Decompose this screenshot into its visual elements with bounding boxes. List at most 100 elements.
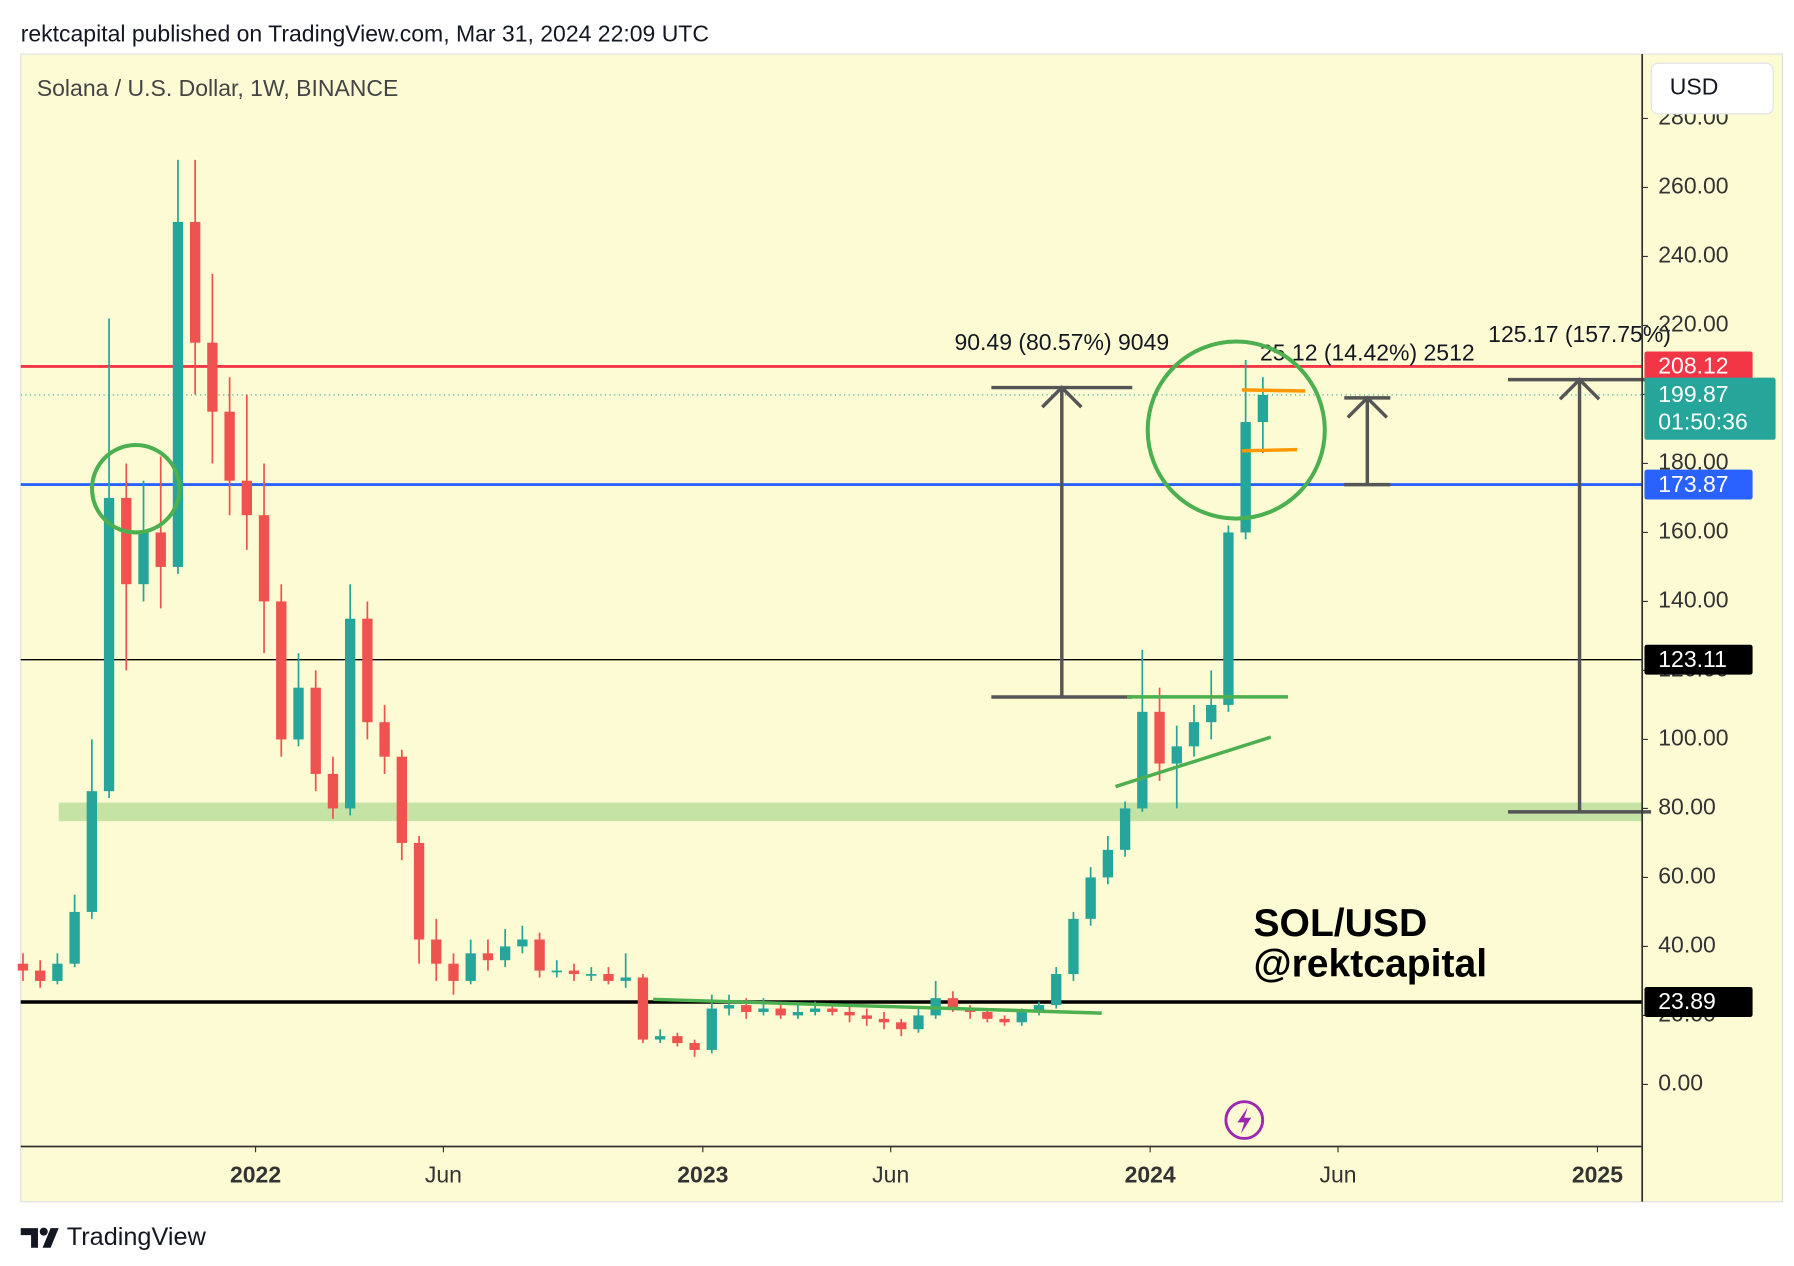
candle-body bbox=[689, 1043, 700, 1050]
measure-arrow bbox=[1558, 377, 1601, 401]
candle-body bbox=[878, 1018, 890, 1023]
candle-body bbox=[551, 970, 562, 973]
candle-body bbox=[603, 974, 614, 981]
candle-body bbox=[379, 722, 390, 757]
candle-body bbox=[499, 946, 511, 961]
candle-body bbox=[723, 1005, 735, 1009]
candle-body bbox=[706, 1008, 717, 1050]
candle-body bbox=[293, 687, 304, 740]
last-price-label: 199.87 bbox=[1658, 381, 1728, 407]
x-tick-label: 2023 bbox=[677, 1161, 728, 1187]
event-icon-bolt bbox=[1237, 1107, 1252, 1134]
candle-body bbox=[224, 411, 235, 481]
measure-label: 125.17 (157.75%) bbox=[1488, 321, 1671, 347]
candle-body bbox=[517, 939, 528, 947]
candle-body bbox=[241, 480, 253, 516]
candle-body bbox=[1033, 1005, 1045, 1012]
range-line bbox=[1241, 447, 1298, 453]
candle-body bbox=[155, 532, 166, 567]
price-label: 123.11 bbox=[1658, 646, 1727, 672]
candle-body bbox=[913, 1015, 924, 1030]
candle-body bbox=[758, 1008, 769, 1012]
x-tick-label: Jun bbox=[872, 1161, 909, 1187]
candle-body bbox=[947, 998, 959, 1009]
candle-body bbox=[327, 773, 339, 809]
candle-body bbox=[344, 618, 356, 809]
y-tick-label: 80.00 bbox=[1658, 794, 1716, 820]
candle-body bbox=[792, 1011, 804, 1016]
price-label: 23.89 bbox=[1658, 988, 1716, 1014]
candle-body bbox=[1102, 849, 1114, 878]
candle-body bbox=[396, 756, 407, 843]
candle-body bbox=[741, 1005, 752, 1012]
candle-body bbox=[258, 515, 270, 602]
overlay-text: SOL/USD bbox=[1253, 902, 1427, 945]
measure-arrow bbox=[1346, 395, 1389, 419]
x-tick-label: Jun bbox=[1319, 1161, 1356, 1187]
candle-body bbox=[17, 963, 29, 971]
candle-body bbox=[1154, 711, 1165, 764]
candle-body bbox=[172, 221, 184, 567]
candle-body bbox=[534, 939, 545, 971]
drawings bbox=[90, 339, 1327, 1140]
y-tick-label: 260.00 bbox=[1658, 173, 1728, 199]
candle-body bbox=[1223, 532, 1234, 705]
logo bbox=[20, 1227, 59, 1248]
measure-label: 25.12 (14.42%) 2512 bbox=[1260, 339, 1475, 365]
price-label-box bbox=[1644, 644, 1753, 675]
candle-body bbox=[827, 1008, 838, 1012]
candle-body bbox=[1016, 1011, 1027, 1023]
price-label: 173.87 bbox=[1658, 471, 1728, 497]
candle-body bbox=[69, 911, 80, 964]
candle-body bbox=[362, 618, 373, 723]
candle-body bbox=[568, 970, 580, 975]
price-axis: 0.0020.0040.0060.0080.00100.00120.00140.… bbox=[1642, 104, 1776, 1095]
x-tick-label: 2025 bbox=[1572, 1161, 1623, 1187]
countdown-label: 01:50:36 bbox=[1658, 409, 1747, 435]
candle-body bbox=[861, 1015, 872, 1019]
measure-label: 90.49 (80.57%) 9049 bbox=[954, 329, 1169, 355]
footer-brand: TradingView bbox=[67, 1223, 207, 1251]
logo-mark bbox=[42, 1228, 59, 1248]
support-zone bbox=[58, 802, 1643, 822]
y-tick-label: 140.00 bbox=[1658, 587, 1728, 613]
candle-body bbox=[1171, 746, 1182, 764]
overlay-text: @rektcapital bbox=[1253, 942, 1487, 985]
candle-body bbox=[1068, 918, 1079, 975]
candle-body bbox=[310, 687, 321, 774]
x-tick-label: 2022 bbox=[230, 1161, 281, 1187]
candle-body bbox=[1119, 808, 1131, 850]
price-label-box bbox=[1644, 469, 1753, 500]
highlight-circle bbox=[1145, 339, 1327, 521]
candle-body bbox=[775, 1008, 786, 1016]
last-price-box bbox=[1644, 377, 1776, 440]
candle-body bbox=[1257, 394, 1269, 423]
candle-body bbox=[999, 1018, 1010, 1023]
chart-panel bbox=[20, 53, 1784, 1203]
candle-body bbox=[103, 497, 115, 792]
candle-body bbox=[86, 791, 98, 912]
x-tick-label: Jun bbox=[425, 1161, 462, 1187]
symbol-title: Solana / U.S. Dollar, 1W, BINANCE bbox=[37, 75, 399, 101]
price-label: 208.12 bbox=[1658, 353, 1728, 379]
candle-body bbox=[413, 842, 425, 940]
candle-body bbox=[276, 601, 287, 740]
currency-button[interactable] bbox=[1650, 62, 1774, 115]
candle-body bbox=[482, 953, 494, 961]
y-tick-label: 40.00 bbox=[1658, 932, 1716, 958]
price-label-box bbox=[1644, 987, 1753, 1017]
header: rektcapital published on TradingView.com… bbox=[21, 21, 709, 47]
range-line bbox=[1241, 388, 1306, 393]
currency-button-label: USD bbox=[1670, 74, 1719, 100]
y-tick-label: 240.00 bbox=[1658, 242, 1728, 268]
candle-body bbox=[465, 953, 476, 981]
candle-body bbox=[620, 977, 631, 981]
candle-body bbox=[672, 1036, 683, 1044]
candle-body bbox=[52, 963, 63, 981]
logo-mark bbox=[20, 1228, 38, 1248]
candle-body bbox=[1085, 877, 1096, 919]
trend-line bbox=[1114, 735, 1272, 789]
y-tick-label: 60.00 bbox=[1658, 863, 1716, 889]
candle-body bbox=[586, 974, 597, 976]
